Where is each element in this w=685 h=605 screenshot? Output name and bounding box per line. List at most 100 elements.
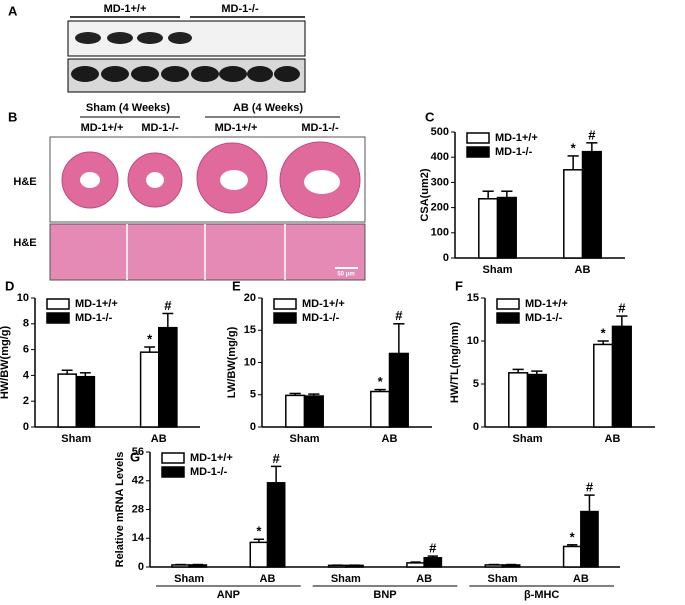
y-tick-label: 15 [244, 324, 256, 336]
annotation: * [570, 529, 576, 544]
bar [611, 325, 632, 428]
y-tick-label: 10 [244, 356, 256, 368]
y-axis-label: LW/BW(mg/g) [226, 326, 238, 398]
legend-label: MD-1+/+ [190, 452, 233, 464]
bar [303, 395, 324, 428]
group-label: β-MHC [524, 589, 559, 601]
y-tick-label: 8 [23, 318, 29, 330]
stain-label: H&E [13, 176, 36, 188]
y-axis-label: CSA(um2) [419, 168, 431, 222]
y-tick-label: 2 [23, 395, 29, 407]
legend-label: MD-1+/+ [495, 132, 538, 144]
bar [526, 373, 547, 428]
dividers [126, 224, 286, 280]
annotation: * [256, 524, 262, 539]
group-label: BNP [373, 589, 396, 601]
y-tick-label: 6 [23, 344, 29, 356]
bar [139, 351, 160, 428]
bar [285, 394, 306, 428]
myocyte-strip [49, 223, 366, 281]
y-tick-label: 10 [467, 335, 479, 347]
y-tick-label: 400 [431, 151, 449, 163]
y-axis-label: HW/BW(mg/g) [0, 326, 11, 400]
panel-letter: G [130, 449, 140, 464]
legend-swatch [46, 298, 70, 310]
legend-label: MD-1-/- [190, 466, 228, 478]
bar [563, 169, 584, 259]
y-tick-label: 200 [431, 202, 449, 214]
stain-label: H&E [13, 237, 36, 249]
annotation: * [571, 140, 577, 155]
x-tick-label: AB [573, 573, 589, 585]
x-tick-label: AB [605, 433, 621, 445]
bar [249, 541, 269, 568]
scale-label: 50 μm [337, 272, 354, 278]
panel-letter: C [425, 109, 435, 124]
panel-letter: B [8, 109, 17, 124]
y-tick-label: 4 [23, 369, 30, 381]
annotation: # [395, 308, 403, 323]
y-axis-label: Relative mRNA Levels [114, 452, 126, 568]
bar [593, 343, 614, 428]
genotype-label: MD-1-/- [301, 122, 339, 134]
annotation: * [378, 374, 384, 389]
x-tick-label: Sham [488, 573, 518, 585]
y-axis-label: HW/TL(mg/mm) [449, 322, 461, 404]
legend-label: MD-1-/- [75, 312, 113, 324]
x-tick-label: Sham [331, 573, 361, 585]
annotation: * [147, 331, 153, 346]
bar [370, 390, 391, 428]
legend-label: MD-1+/+ [302, 298, 345, 310]
bar [57, 373, 77, 428]
group-label: ANP [217, 589, 240, 601]
bar [158, 326, 178, 428]
y-tick-label: 5 [250, 389, 256, 401]
legend-label: MD-1+/+ [525, 298, 568, 310]
annotation: # [588, 127, 596, 142]
y-tick-label: 0 [443, 252, 449, 264]
legend-swatch [273, 312, 297, 324]
x-tick-label: Sham [483, 264, 513, 276]
legend-swatch [46, 312, 70, 324]
annotation: # [164, 298, 172, 313]
x-tick-label: AB [382, 433, 398, 445]
group-label: MD-1+/+ [104, 3, 147, 15]
y-tick-label: 5 [473, 378, 479, 390]
legend-label: MD-1-/- [302, 312, 340, 324]
bar [478, 198, 499, 259]
y-tick-label: 20 [244, 292, 256, 304]
condition-label: Sham (4 Weeks) [86, 102, 171, 114]
bar [75, 375, 96, 428]
y-tick-label: 28 [132, 503, 144, 515]
y-tick-label: 0 [473, 421, 479, 433]
legend-label: MD-1-/- [495, 146, 533, 158]
annotation: # [272, 451, 280, 466]
y-tick-label: 0 [250, 421, 256, 433]
bar [406, 562, 425, 568]
genotype-label: MD-1-/- [141, 122, 179, 134]
annotation: * [601, 325, 607, 340]
x-tick-label: Sham [513, 433, 543, 445]
genotype-label: MD-1+/+ [81, 122, 124, 134]
blot-bands [71, 66, 300, 82]
condition-label: AB (4 Weeks) [233, 102, 303, 114]
genotype-label: MD-1+/+ [215, 122, 258, 134]
legend-swatch [161, 452, 185, 464]
legend-swatch [273, 298, 297, 310]
bar [388, 352, 409, 428]
x-tick-label: AB [416, 573, 432, 585]
legend-swatch [496, 298, 520, 310]
y-tick-label: 56 [132, 446, 144, 458]
y-tick-label: 0 [23, 421, 29, 433]
y-tick-label: 15 [467, 292, 479, 304]
bar [266, 482, 286, 568]
y-tick-label: 100 [431, 227, 449, 239]
bar [423, 557, 443, 568]
blot-bands [75, 32, 192, 44]
panel-letter: D [5, 278, 14, 293]
x-tick-label: AB [260, 573, 276, 585]
legend-swatch [466, 146, 490, 158]
group-label: MD-1-/- [221, 3, 259, 15]
legend-label: MD-1+/+ [75, 298, 118, 310]
